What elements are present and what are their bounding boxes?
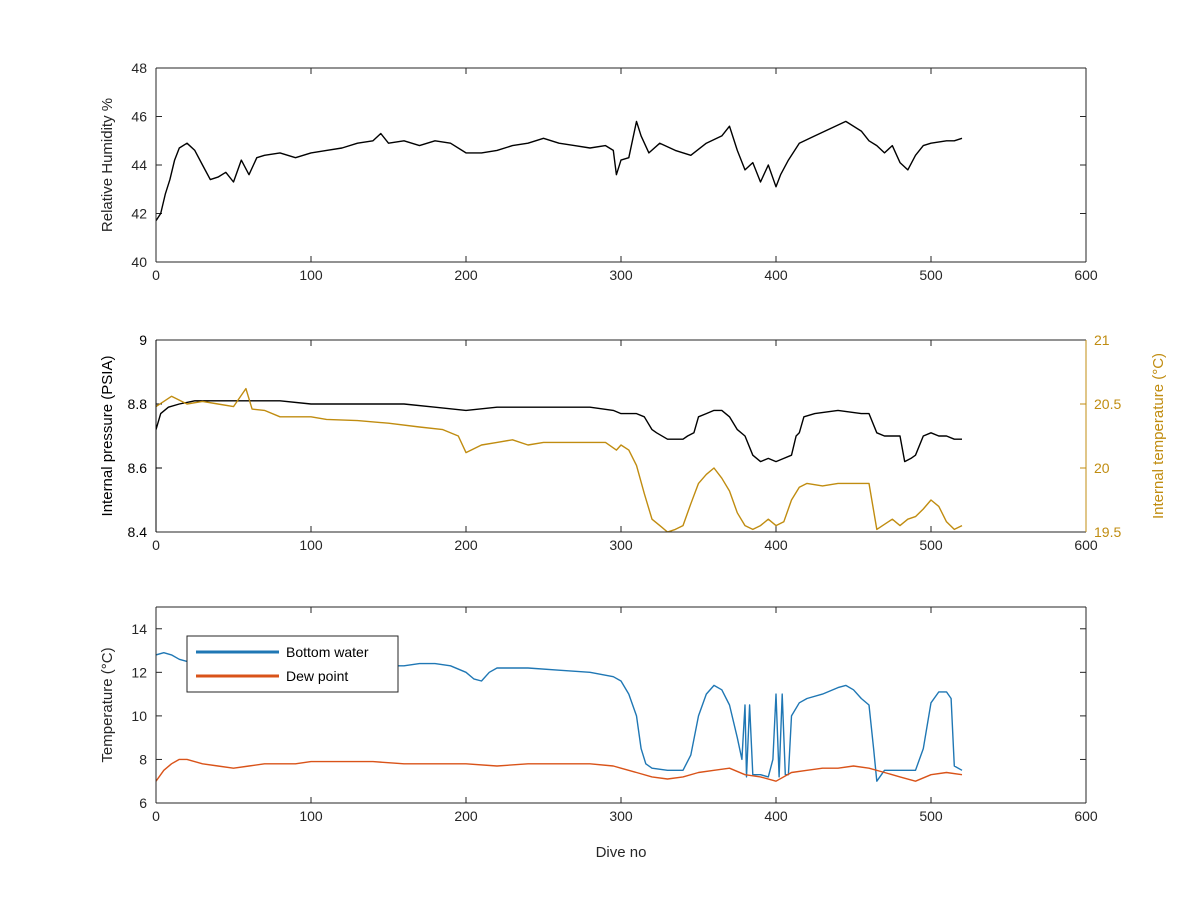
y-axis-label: Relative Humidity %	[99, 98, 116, 232]
y-tick-label: 12	[131, 664, 147, 680]
y-tick-label: 9	[139, 332, 147, 348]
x-tick-label: 200	[454, 808, 478, 824]
y-tick-label: 8.4	[128, 524, 148, 540]
x-tick-label: 200	[454, 537, 478, 553]
series-line-1	[156, 120, 963, 222]
y-tick-label: 6	[139, 795, 147, 811]
y-tick-label: 42	[131, 206, 147, 222]
x-axis-label: Dive no	[596, 844, 647, 861]
y-tick-label: 46	[131, 109, 147, 125]
x-tick-label: 100	[299, 267, 323, 283]
series-group	[156, 120, 963, 222]
y-tick-label: 8.8	[128, 396, 148, 412]
y2-axis-label: Internal temperature (°C)	[1150, 353, 1167, 519]
series-line-1	[156, 400, 962, 463]
x-tick-label: 0	[152, 808, 160, 824]
y-axis-label: Temperature (°C)	[99, 647, 116, 762]
y-tick-label: 8.6	[128, 460, 148, 476]
y-tick-label: 8	[139, 751, 147, 767]
x-tick-label: 0	[152, 267, 160, 283]
y-tick-label: 40	[131, 254, 147, 270]
plot-area	[156, 68, 1086, 262]
series-group	[156, 387, 963, 532]
legend: Bottom water Dew point	[186, 635, 399, 693]
x-tick-label: 400	[764, 267, 788, 283]
x-tick-label: 0	[152, 537, 160, 553]
x-tick-label: 600	[1074, 537, 1098, 553]
subplot-3: 0 100 200 300 400 500 600 6 8 10 12 14 Temperature (…	[99, 606, 1098, 861]
x-tick-label: 600	[1074, 267, 1098, 283]
x-tick-label: 300	[609, 808, 633, 824]
y-tick-label: 10	[131, 708, 147, 724]
x-tick-label: 600	[1074, 808, 1098, 824]
y2-tick-label: 21	[1094, 332, 1110, 348]
x-tick-label: 300	[609, 537, 633, 553]
y-tick-label: 48	[131, 60, 147, 76]
legend-label-bottom-water: Bottom water	[286, 644, 369, 660]
y2-tick-label: 20.5	[1094, 396, 1121, 412]
x-tick-label: 300	[609, 267, 633, 283]
x-tick-label: 200	[454, 267, 478, 283]
subplot-1: 0 100 200 300 400 500 600 40 42 44 46 48 Relative Hu…	[99, 60, 1098, 283]
y-tick-label: 44	[131, 157, 147, 173]
x-tick-label: 500	[919, 537, 943, 553]
y-axis-label: Internal pressure (PSIA)	[99, 356, 116, 517]
x-tick-label: 100	[299, 808, 323, 824]
series-group	[156, 652, 963, 782]
series-line-bottom-water	[156, 652, 963, 782]
subplot-2: 0 100 200 300 400 500 600 8.4 8.6 8.8 9 19.5 20 20.5 2…	[99, 332, 1167, 553]
legend-label-dew-point: Dew point	[286, 668, 348, 684]
y2-tick-label: 19.5	[1094, 524, 1121, 540]
x-tick-label: 100	[299, 537, 323, 553]
series-line-2	[156, 387, 963, 532]
y2-tick-label: 20	[1094, 460, 1110, 476]
y-tick-label: 14	[131, 621, 147, 637]
x-tick-label: 500	[919, 267, 943, 283]
legend-box	[186, 635, 399, 693]
x-tick-label: 400	[764, 808, 788, 824]
x-tick-label: 400	[764, 537, 788, 553]
x-tick-label: 500	[919, 808, 943, 824]
series-line-dew-point	[156, 758, 963, 782]
